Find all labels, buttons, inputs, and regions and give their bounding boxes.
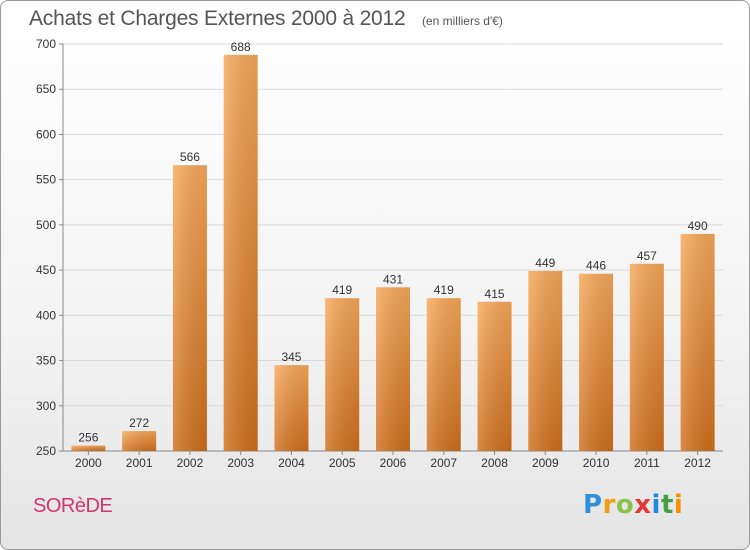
x-tick-label: 2004: [278, 456, 305, 470]
bar-shade: [223, 54, 258, 451]
x-tick-label: 2003: [227, 456, 254, 470]
x-tick-label: 2000: [75, 456, 102, 470]
bar-shade: [579, 273, 614, 451]
data-label: 688: [231, 40, 251, 54]
bar-shade: [680, 233, 715, 451]
data-label: 272: [129, 416, 149, 430]
data-label: 419: [434, 283, 454, 297]
bar-shade: [426, 298, 461, 451]
bar-chart: 250 300 350 400 450 500 550 600 650 700 256 2000 272…: [36, 37, 723, 470]
x-tick-label: 2012: [684, 456, 711, 470]
bar-shade: [172, 165, 207, 451]
logo-letter: o: [615, 490, 635, 520]
y-tick-label: 650: [36, 82, 56, 96]
y-tick-label: 250: [36, 444, 56, 458]
bar-shade: [528, 271, 563, 451]
bar-shade: [629, 263, 664, 451]
logo-letter: t: [660, 490, 674, 520]
data-label: 490: [688, 219, 708, 233]
logo-letter: r: [602, 490, 616, 520]
y-tick-label: 450: [36, 263, 56, 277]
logo-letter: P: [583, 490, 603, 520]
x-tick-label: 2006: [380, 456, 407, 470]
x-tick-label: 2010: [583, 456, 610, 470]
title-row: Achats et Charges Externes 2000 à 2012 (…: [29, 7, 503, 31]
data-label: 446: [586, 259, 606, 273]
bar-shade: [274, 365, 309, 451]
y-tick-label: 400: [36, 308, 56, 322]
logo-letter: i: [673, 490, 684, 520]
x-tick-label: 2008: [481, 456, 508, 470]
y-tick-label: 700: [36, 37, 56, 51]
chart-subtitle: (en milliers d'€): [421, 14, 503, 28]
chart-title: Achats et Charges Externes 2000 à 2012: [29, 7, 406, 30]
data-label: 345: [281, 350, 301, 364]
data-label: 449: [535, 256, 555, 270]
y-tick-label: 550: [36, 173, 56, 187]
y-tick-label: 300: [36, 399, 56, 413]
x-tick-label: 2011: [634, 456, 660, 470]
bar-shade: [122, 431, 157, 451]
bar-shade: [477, 301, 512, 451]
proxiti-logo[interactable]: Proxiti: [583, 490, 683, 520]
x-tick-label: 2002: [177, 456, 204, 470]
x-tick-label: 2009: [532, 456, 559, 470]
y-tick-label: 600: [36, 127, 56, 141]
y-tick-label: 500: [36, 218, 56, 232]
data-label: 419: [332, 283, 352, 297]
bar-shade: [71, 445, 106, 451]
commune-name: SORèDE: [33, 495, 113, 517]
data-label: 457: [637, 249, 657, 263]
x-tick-label: 2005: [329, 456, 356, 470]
x-tick-label: 2007: [430, 456, 457, 470]
logo-letter: x: [634, 490, 652, 520]
data-label: 415: [485, 287, 505, 301]
x-tick-label: 2001: [126, 456, 153, 470]
bar-shade: [325, 298, 360, 451]
bar-shade: [376, 287, 410, 451]
y-tick-label: 350: [36, 354, 56, 368]
data-label: 566: [180, 150, 200, 164]
data-label: 256: [78, 431, 98, 445]
logo-letter: i: [651, 490, 661, 520]
data-label: 431: [383, 272, 403, 286]
